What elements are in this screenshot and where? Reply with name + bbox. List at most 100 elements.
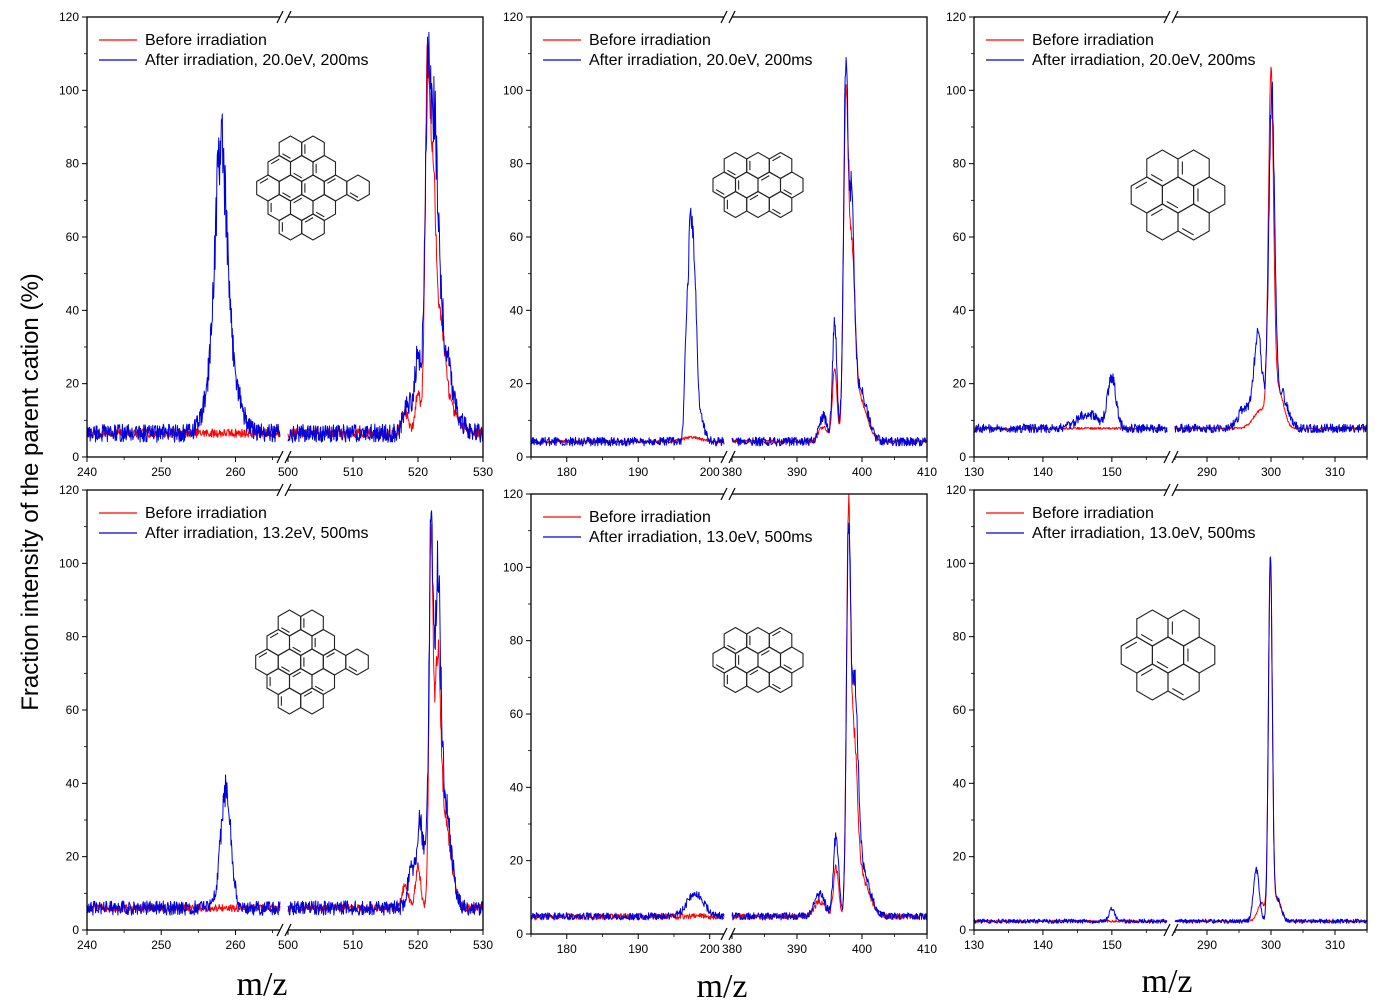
molecule-structure-1 [712,151,804,219]
series-line-before-seg1 [287,523,484,913]
legend-entry: Before irradiation [1032,505,1154,522]
x-tick-label: 410 [917,942,937,956]
x-tick-label: 200 [700,942,720,956]
series-line-before-seg1 [1174,558,1367,923]
series-line-after-seg1 [287,31,484,443]
x-tick-label: 250 [151,465,171,479]
y-tick-label: 120 [59,10,79,24]
x-tick-label: 400 [852,942,872,956]
x-tick-label: 530 [473,938,493,952]
series-line-after-seg0 [86,774,281,916]
x-tick-label: 530 [473,465,493,479]
series-line-after-seg1 [1174,556,1368,924]
y-tick-label: 60 [510,230,524,244]
x-tick-label: 150 [1102,938,1122,952]
plot-frame [86,489,484,931]
x-tick-label: 520 [408,465,428,479]
legend-entry: Before irradiation [589,32,711,49]
x-axis-label-middle: m/z [697,968,748,1002]
molecule-structure-2 [1130,149,1226,241]
chart-panel-top-right: 0 20 40 60 80 100 120 130 140 150 290 300 310 Before … [946,10,1368,479]
axis-break-mark [284,10,292,24]
y-tick-label: 60 [953,230,967,244]
axis-break-mark [276,450,284,464]
series-line-after-seg0 [973,906,1168,924]
axis-break-mark [1163,483,1171,497]
y-tick-label: 40 [953,776,967,790]
x-tick-label: 510 [343,465,363,479]
legend-entry: Before irradiation [1032,32,1154,49]
y-tick-label: 100 [59,83,79,97]
axis-break-mark [276,483,284,497]
plot-frame [530,493,928,935]
y-tick-label: 80 [510,634,524,648]
y-axis-label: Fraction intensity of the parent cation … [17,273,44,711]
legend-entry: After irradiation, 13.0eV, 500ms [1032,525,1256,542]
axis-break-mark [720,487,728,501]
x-axis-label-right: m/z [1142,963,1193,1000]
axis-break-mark [720,450,728,464]
x-axis-label-left: m/z [237,966,288,1002]
y-tick-label: 0 [72,923,79,937]
x-tick-label: 500 [278,938,298,952]
axis-break-mark [284,483,292,497]
x-tick-label: 310 [1325,938,1345,952]
x-tick-label: 130 [964,938,984,952]
plot-frame [973,16,1368,458]
chart-panel-bottom-right: 0 20 40 60 80 100 120 130 140 150 290 300 310 Before … [946,483,1368,952]
series-line-before-seg0 [530,913,725,920]
y-tick-label: 120 [946,483,966,497]
axis-break-gap [1167,454,1175,460]
legend-entry: After irradiation, 20.0eV, 200ms [1032,52,1256,69]
x-tick-label: 250 [151,938,171,952]
y-tick-label: 100 [946,556,966,570]
x-tick-label: 380 [722,942,742,956]
x-tick-label: 190 [628,465,648,479]
x-tick-label: 400 [852,465,872,479]
y-tick-label: 120 [946,10,966,24]
series-line-after-seg0 [530,891,725,921]
plot-frame [973,489,1368,931]
x-tick-label: 410 [917,465,937,479]
x-tick-label: 140 [1033,938,1053,952]
axis-break-mark [1163,923,1171,937]
axis-break-gap [1167,487,1175,493]
x-tick-label: 150 [1102,465,1122,479]
x-tick-label: 130 [964,465,984,479]
series-line-after-seg0 [973,373,1168,434]
axis-break-gap [724,931,732,937]
molecule-structure-4 [712,626,804,694]
y-tick-label: 20 [66,850,80,864]
x-tick-label: 140 [1033,465,1053,479]
axis-break-mark [1163,450,1171,464]
x-tick-label: 500 [278,465,298,479]
series-line-before-seg1 [287,44,484,439]
axis-break-gap [724,491,732,497]
y-tick-label: 0 [959,923,966,937]
series-line-after-seg1 [731,522,927,921]
y-tick-label: 40 [953,303,967,317]
y-tick-label: 80 [510,157,524,171]
series-line-after-seg1 [287,510,484,916]
y-tick-label: 20 [953,850,967,864]
legend-entry: Before irradiation [589,509,711,526]
y-tick-label: 0 [516,450,523,464]
y-tick-label: 80 [953,157,967,171]
axis-break-mark [720,10,728,24]
axis-break-gap [280,454,288,460]
x-tick-label: 260 [225,465,245,479]
legend-entry: After irradiation, 20.0eV, 200ms [145,52,369,69]
legend-entry: Before irradiation [145,32,267,49]
axis-break-mark [1163,10,1171,24]
y-tick-label: 80 [953,630,967,644]
axis-break-mark [728,487,736,501]
legend-entry: After irradiation, 13.2eV, 500ms [145,525,369,542]
y-tick-label: 120 [503,487,523,501]
axis-break-mark [1171,10,1179,24]
y-tick-label: 100 [503,560,523,574]
y-tick-label: 80 [66,630,80,644]
y-tick-label: 0 [72,450,79,464]
chart-panel-top-left: 0 20 40 60 80 100 120 240 250 260 500 510 520 530 Befo… [59,10,493,479]
y-tick-label: 20 [510,854,524,868]
